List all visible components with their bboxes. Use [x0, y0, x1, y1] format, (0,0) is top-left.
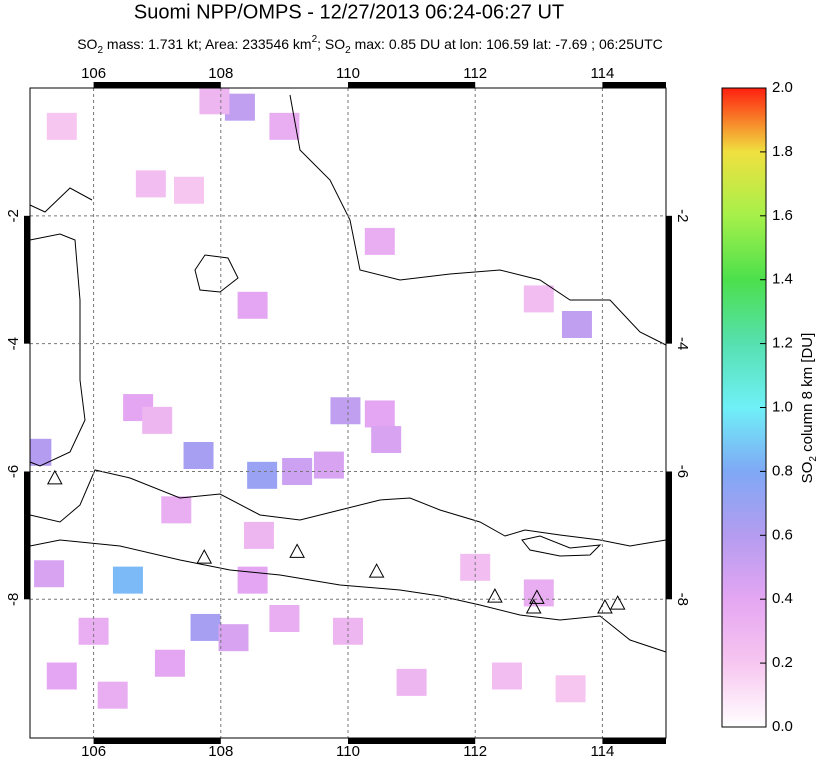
text-part: SO	[799, 462, 816, 484]
volcano	[289, 543, 305, 558]
so2-cell	[523, 285, 554, 313]
so2-cell	[46, 662, 77, 690]
so2-cell	[243, 521, 274, 549]
frame-bar	[602, 738, 666, 744]
so2-cell	[269, 112, 300, 140]
so2-cell	[555, 675, 586, 703]
colorbar-label: SO2 column 8 km [DU]	[799, 333, 819, 484]
title: Suomi NPP/OMPS - 12/27/2013 06:24-06:27 …	[134, 1, 564, 23]
volcano	[609, 595, 626, 610]
y-tick-label: -2	[5, 209, 22, 222]
x-tick-label: 114	[590, 65, 614, 82]
so2-cell	[199, 88, 230, 115]
y-tick-label: -8	[5, 593, 22, 606]
so2-cell	[313, 451, 344, 479]
y-tick-label: -8	[674, 593, 691, 606]
so2-cell	[218, 624, 249, 652]
so2-cell	[247, 461, 278, 489]
frame-bar	[93, 82, 221, 88]
colorbar-tick-label: 0.8	[772, 462, 793, 479]
x-tick-label: 106	[81, 743, 106, 759]
so2-cell	[371, 426, 402, 454]
x-tick-label: 114	[590, 743, 614, 759]
text-part: column 8 km [DU]	[799, 333, 816, 456]
so2-cell	[30, 438, 52, 466]
x-tick-label: 108	[208, 743, 233, 759]
colorbar-tick-label: 0.0	[772, 718, 793, 735]
colorbar-tick-label: 1.0	[772, 398, 793, 415]
so2-cell	[34, 560, 65, 588]
so2-cell	[492, 662, 522, 690]
frame-bar	[348, 738, 476, 744]
so2-cell	[330, 397, 361, 425]
so2-cell	[224, 93, 255, 121]
text-part: mass: 1.731 kt; Area: 233546 km	[103, 36, 312, 52]
frame-bar	[666, 215, 672, 344]
so2-cell	[161, 496, 192, 524]
colorbar	[721, 87, 767, 728]
so2-cell	[237, 291, 268, 319]
so2-cell	[112, 566, 143, 594]
colorbar-tick-label: 1.4	[772, 271, 793, 288]
so2-cell	[561, 310, 592, 338]
volcano	[368, 563, 385, 578]
x-tick-label: 112	[463, 65, 487, 82]
so2-cell	[364, 227, 395, 255]
volcano	[196, 549, 213, 564]
x-tick-label: 106	[81, 65, 106, 82]
volcano	[487, 588, 503, 603]
so2-cell	[183, 442, 214, 470]
colorbar-tick-label: 0.2	[772, 654, 793, 671]
subscript: 2	[808, 456, 819, 462]
subscript: 2	[97, 45, 103, 56]
x-tick-label: 112	[463, 743, 487, 759]
text-part: ; SO	[317, 36, 345, 52]
y-tick-label: -6	[5, 465, 22, 478]
so2-cell	[237, 566, 268, 594]
so2-cell	[269, 604, 300, 632]
subtitle: SO2 mass: 1.731 kt; Area: 233546 km2; SO…	[77, 34, 663, 56]
so2-cell	[396, 668, 427, 696]
so2-cell	[142, 406, 173, 434]
colorbar-tick-label: 0.6	[772, 526, 793, 543]
frame-bar	[666, 471, 672, 600]
text-part: SO	[77, 36, 97, 52]
volcano	[529, 589, 545, 604]
frame-bar	[24, 215, 30, 344]
so2-cell	[154, 649, 185, 677]
colorbar-tick-label: 2.0	[772, 79, 793, 96]
so2-cell	[97, 681, 128, 709]
colorbar-tick-label: 0.4	[772, 590, 793, 607]
subscript: 2	[345, 45, 351, 56]
y-tick-label: -2	[674, 209, 691, 222]
frame-bar	[602, 82, 666, 88]
coastlines	[29, 94, 667, 653]
so2-cell	[135, 170, 166, 198]
so2-cell	[364, 400, 395, 428]
so2-cell	[190, 613, 221, 641]
volcano	[525, 598, 542, 614]
so2-cell	[174, 176, 204, 204]
x-tick-label: 110	[336, 65, 360, 82]
colorbar-tick-label: 1.6	[772, 207, 793, 224]
colorbar-tick-label: 1.2	[772, 335, 793, 352]
y-tick-label: -4	[5, 337, 22, 350]
frame-bar	[24, 471, 30, 600]
volcano	[46, 469, 63, 485]
colorbar-tick-label: 1.8	[772, 143, 793, 160]
volcano	[597, 598, 613, 614]
so2-cell	[46, 112, 77, 140]
y-tick-label: -4	[674, 337, 691, 350]
frame-bar	[348, 82, 476, 88]
y-tick-label: -6	[674, 465, 691, 478]
text-part: max: 0.85 DU at lon: 106.59 lat: -7.69 ;…	[351, 36, 663, 52]
subscript: 2	[312, 34, 318, 45]
x-tick-label: 110	[336, 743, 360, 759]
x-tick-label: 108	[208, 65, 233, 82]
frame-bar	[93, 738, 221, 744]
